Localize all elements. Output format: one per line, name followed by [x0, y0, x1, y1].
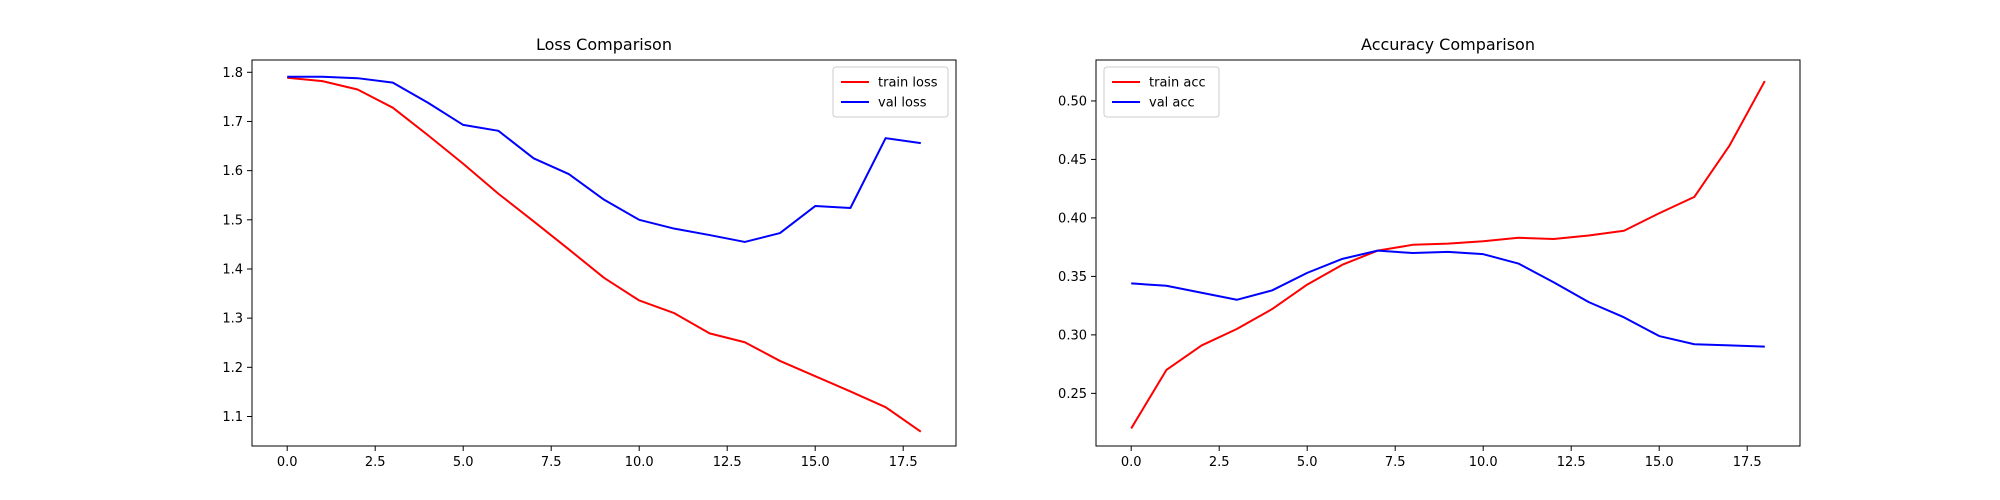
x-tick-label: 10.0	[1469, 455, 1498, 470]
y-tick-label: 1.2	[222, 361, 243, 376]
legend-box	[832, 66, 949, 118]
y-tick-label: 1.3	[222, 312, 243, 327]
x-tick-label: 0.0	[1121, 455, 1142, 470]
series-line-train-acc	[1130, 80, 1766, 429]
x-axis: 0.0 2.5 5.0 7.5 10.0 12.5 15.0 17.5	[277, 446, 918, 470]
y-tick-label: 0.50	[1058, 94, 1087, 109]
legend-label: val loss	[878, 96, 927, 111]
y-tick-label: 0.35	[1058, 270, 1087, 285]
chart-title: Accuracy Comparison	[1361, 35, 1535, 54]
x-tick-label: 2.5	[1209, 455, 1230, 470]
y-tick-label: 0.40	[1058, 211, 1087, 226]
x-tick-label: 5.0	[1297, 455, 1318, 470]
legend-label: train loss	[878, 76, 938, 91]
loss-comparison-chart: Loss Comparison 0.0 2.5 5.0 7.5 10.0 12.5 15.0…	[222, 35, 957, 470]
y-axis: 1.1 1.2 1.3 1.4 1.5 1.6 1.7 1.8	[222, 66, 252, 425]
x-tick-label: 7.5	[541, 455, 562, 470]
series-line-train-loss	[287, 76, 922, 433]
x-tick-label: 15.0	[801, 455, 830, 470]
legend-label: train acc	[1149, 76, 1206, 91]
y-tick-label: 1.1	[222, 410, 243, 425]
x-axis: 0.0 2.5 5.0 7.5 10.0 12.5 15.0 17.5	[1121, 446, 1762, 470]
chart-title: Loss Comparison	[536, 35, 672, 54]
y-tick-label: 1.5	[222, 213, 243, 228]
x-tick-label: 7.5	[1385, 455, 1406, 470]
plot-area	[1095, 59, 1801, 447]
legend-label: val acc	[1149, 96, 1195, 111]
y-tick-label: 0.25	[1058, 387, 1087, 402]
accuracy-comparison-chart: Accuracy Comparison 0.0 2.5 5.0 7.5 10.0 12.5…	[1058, 35, 1801, 470]
series-lines	[1130, 80, 1766, 429]
y-tick-label: 0.45	[1058, 153, 1087, 168]
x-tick-label: 12.5	[1557, 455, 1586, 470]
x-tick-label: 17.5	[1733, 455, 1762, 470]
series-lines	[287, 75, 922, 433]
y-tick-label: 1.7	[222, 115, 243, 130]
plot-area	[251, 59, 957, 447]
x-tick-label: 12.5	[713, 455, 742, 470]
x-tick-label: 0.0	[277, 455, 298, 470]
legend: train loss val loss	[832, 66, 949, 118]
y-tick-label: 1.8	[222, 66, 243, 81]
y-tick-label: 1.4	[222, 262, 243, 277]
x-tick-label: 5.0	[453, 455, 474, 470]
x-tick-label: 10.0	[625, 455, 654, 470]
series-line-val-loss	[287, 75, 921, 243]
series-line-val-acc	[1131, 249, 1765, 348]
legend: train acc val acc	[1103, 66, 1220, 118]
legend-box	[1103, 66, 1220, 118]
x-tick-label: 2.5	[365, 455, 386, 470]
y-tick-label: 1.6	[222, 164, 243, 179]
x-tick-label: 17.5	[889, 455, 918, 470]
x-tick-label: 15.0	[1645, 455, 1674, 470]
y-axis: 0.25 0.30 0.35 0.40 0.45 0.50	[1058, 94, 1096, 402]
y-tick-label: 0.30	[1058, 328, 1087, 343]
